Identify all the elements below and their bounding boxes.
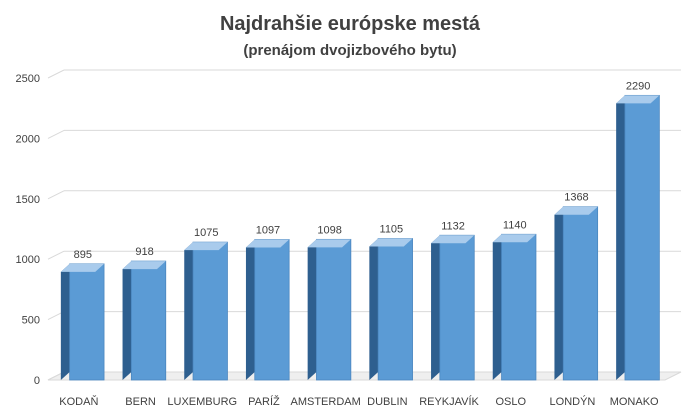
bar	[69, 263, 105, 381]
data-label: 1368	[564, 192, 588, 204]
y-tick-label: 1500	[16, 194, 40, 206]
data-label: 1105	[380, 224, 404, 236]
bar-top	[184, 242, 228, 251]
data-label: 1097	[256, 224, 280, 236]
bar-top	[431, 235, 475, 244]
bar-top	[616, 95, 660, 104]
bar	[439, 234, 475, 381]
chart-title: Najdrahšie európske mestá	[220, 13, 481, 35]
bar	[192, 241, 228, 381]
bar-top	[369, 238, 413, 247]
bar-side	[60, 263, 70, 380]
gridline-side	[47, 129, 65, 139]
x-tick-label: DUBLIN	[367, 396, 407, 408]
x-tick-label: LUXEMBURG	[167, 396, 237, 408]
bar-side	[122, 261, 132, 380]
chart-subtitle: (prenájom dvojizbového bytu)	[243, 42, 456, 59]
bar-side	[184, 242, 194, 380]
y-tick-label: 0	[34, 375, 40, 387]
data-label: 1132	[441, 220, 465, 232]
bar-top	[307, 239, 351, 248]
data-label: 1075	[194, 227, 218, 239]
gridline-side	[47, 69, 65, 79]
bar	[316, 238, 352, 381]
x-tick-label: OSLO	[495, 396, 526, 408]
bar-top	[122, 261, 166, 270]
bar-side	[245, 239, 255, 380]
x-tick-label: PARÍŽ	[248, 395, 280, 408]
x-tick-label: BERN	[125, 396, 156, 408]
data-label: 895	[74, 249, 92, 261]
bar	[562, 206, 599, 381]
bar-top	[245, 239, 290, 248]
bar	[377, 238, 413, 381]
y-tick-label: 1000	[16, 254, 40, 266]
bar-top	[60, 263, 105, 272]
bar-side	[431, 235, 440, 380]
gridline-side	[47, 250, 65, 260]
bar-top	[492, 234, 536, 243]
x-tick-label: AMSTERDAM	[291, 396, 361, 408]
bar	[501, 233, 537, 381]
x-tick-label: REYKJAVÍK	[419, 395, 479, 408]
plot-area: 0 500 1000 1500 2000 2500 895 KODAŇ 918 BERN 1075 L…	[16, 69, 682, 408]
bar-side	[616, 95, 625, 381]
bar	[624, 94, 660, 381]
bar-side	[307, 239, 317, 380]
bar	[254, 239, 290, 381]
data-label: 918	[135, 246, 153, 258]
bar-top	[554, 206, 598, 215]
bar-side	[369, 238, 379, 380]
bar-side	[554, 206, 564, 380]
data-label: 1140	[503, 219, 527, 231]
bar	[130, 260, 167, 381]
y-tick-label: 2000	[16, 133, 40, 145]
y-tick-label: 2500	[16, 73, 40, 85]
bar-side	[492, 234, 502, 380]
y-tick-label: 500	[22, 315, 40, 327]
x-tick-label: MONAKO	[610, 396, 659, 408]
gridline-side	[47, 190, 65, 200]
data-label: 2290	[626, 80, 650, 92]
x-tick-label: LONDÝN	[550, 395, 596, 408]
x-tick-label: KODAŇ	[59, 395, 98, 408]
data-label: 1098	[317, 224, 341, 236]
